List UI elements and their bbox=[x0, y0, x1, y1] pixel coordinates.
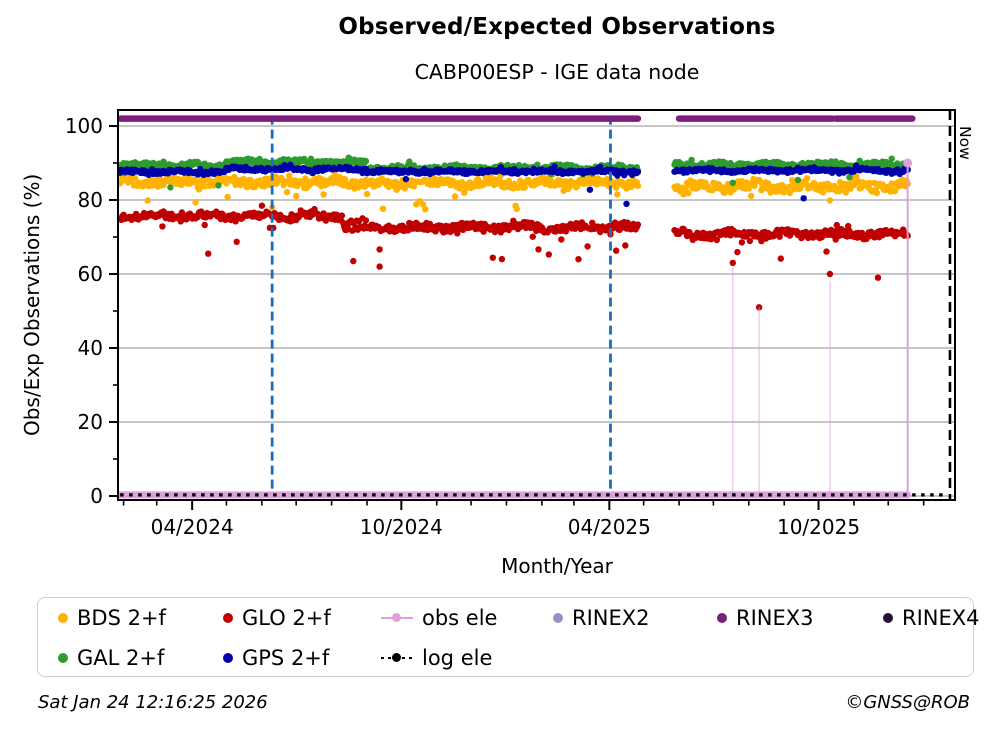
legend: BDS 2+f GLO 2+f obs ele RINEX2 RINEX3 RINEX4 G… bbox=[37, 597, 980, 677]
y-tick-label: 100 bbox=[64, 114, 103, 138]
legend-label: BDS 2+f bbox=[77, 606, 166, 630]
page-subtitle: CABP00ESP - IGE data node bbox=[414, 60, 700, 84]
legend-label: RINEX3 bbox=[736, 606, 814, 630]
legend-label: log ele bbox=[422, 646, 493, 670]
legend-item-rinex3: RINEX3 bbox=[717, 606, 883, 630]
y-tick-label: 60 bbox=[77, 262, 103, 286]
obs_ele-marker-icon bbox=[381, 613, 413, 623]
rinex2-marker-icon bbox=[553, 613, 563, 623]
x-tick-label: 10/2024 bbox=[359, 515, 443, 539]
rinex4-marker-icon bbox=[883, 613, 893, 623]
glo-marker-icon bbox=[223, 613, 233, 623]
legend-item-obs_ele: obs ele bbox=[381, 606, 553, 630]
bds-marker-icon bbox=[58, 613, 68, 623]
gps-marker-icon bbox=[223, 653, 233, 663]
legend-label: GPS 2+f bbox=[242, 646, 330, 670]
x-tick-label: 10/2025 bbox=[776, 515, 861, 539]
legend-item-rinex4: RINEX4 bbox=[883, 606, 983, 630]
x-tick-label: 04/2024 bbox=[150, 515, 234, 539]
legend-item-log_ele: log ele bbox=[381, 646, 553, 670]
y-tick-label: 0 bbox=[90, 484, 103, 508]
legend-item-gps: GPS 2+f bbox=[223, 646, 381, 670]
legend-item-gal: GAL 2+f bbox=[58, 646, 223, 670]
plot-timestamp: Sat Jan 24 12:16:25 2026 bbox=[38, 692, 268, 713]
legend-label: RINEX4 bbox=[902, 606, 980, 630]
page-title: Observed/Expected Observations bbox=[338, 14, 776, 40]
y-tick-label: 20 bbox=[77, 410, 103, 434]
x-tick-label: 04/2025 bbox=[567, 515, 651, 539]
legend-item-glo: GLO 2+f bbox=[223, 606, 381, 630]
gal-marker-icon bbox=[58, 653, 68, 663]
y-tick-label: 80 bbox=[77, 188, 103, 212]
now-label: Now bbox=[956, 126, 974, 160]
y-tick-label: 40 bbox=[77, 336, 103, 360]
legend-label: obs ele bbox=[422, 606, 498, 630]
legend-label: GLO 2+f bbox=[242, 606, 331, 630]
log_ele-marker-icon bbox=[381, 653, 413, 663]
x-axis-label: Month/Year bbox=[501, 554, 613, 578]
legend-item-rinex2: RINEX2 bbox=[553, 606, 717, 630]
legend-item-bds: BDS 2+f bbox=[58, 606, 223, 630]
legend-label: GAL 2+f bbox=[77, 646, 165, 670]
copyright: ©GNSS@ROB bbox=[845, 692, 970, 713]
legend-label: RINEX2 bbox=[572, 606, 650, 630]
rinex3-marker-icon bbox=[717, 613, 727, 623]
